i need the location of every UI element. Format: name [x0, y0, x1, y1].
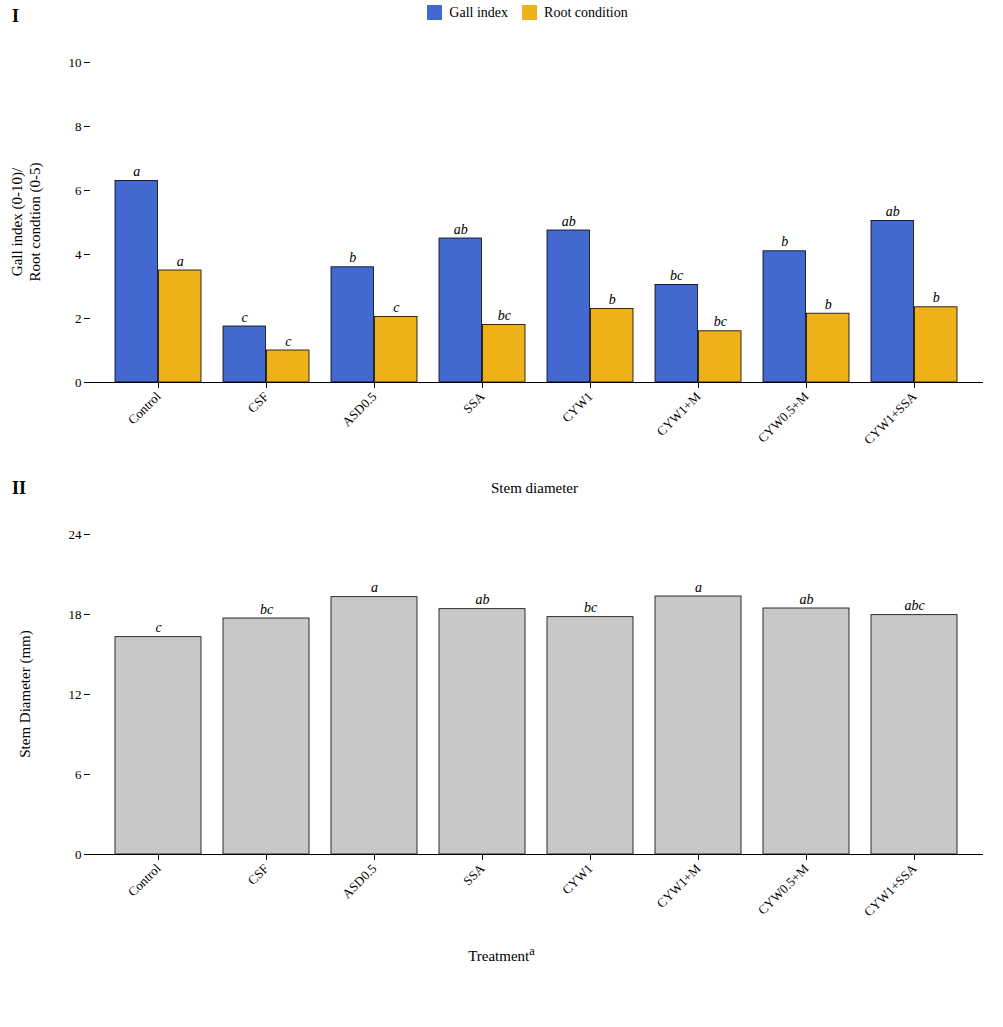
html-text:Stem diameter: Stem diameter [491, 479, 578, 496]
svg-text:CYW1: CYW1 [559, 389, 596, 426]
html-text:Gall index: Gall index [449, 4, 508, 20]
html-text:I: I [12, 5, 19, 26]
svg-text:Control: Control [125, 389, 164, 428]
svg-text:ab: ab [476, 592, 490, 607]
svg-text:CYW1+SSA: CYW1+SSA [861, 388, 920, 447]
svg-text:4: 4 [75, 247, 82, 262]
svg-text:2: 2 [75, 311, 82, 326]
svg-text:SSA: SSA [460, 860, 488, 888]
svg-text:10: 10 [69, 55, 82, 70]
svg-text:ab: ab [454, 222, 468, 237]
html-text:Treatmenta: Treatmenta [468, 944, 535, 964]
svg-text:b: b [825, 297, 832, 312]
svg-text:CYW0.5+M: CYW0.5+M [755, 388, 812, 445]
svg-text:a: a [371, 580, 378, 595]
svg-text:ab: ab [562, 214, 576, 229]
svg-text:Stem Diameter (mm): Stem Diameter (mm) [17, 630, 34, 757]
svg-text:18: 18 [69, 607, 82, 622]
svg-text:ab: ab [886, 204, 900, 219]
svg-text:6: 6 [75, 767, 82, 782]
svg-text:a: a [133, 164, 140, 179]
svg-text:CYW0.5+M: CYW0.5+M [755, 860, 812, 917]
svg-text:bc: bc [714, 314, 728, 329]
svg-text:CYW1+SSA: CYW1+SSA [861, 860, 920, 919]
svg-text:bc: bc [584, 600, 598, 615]
svg-text:bc: bc [498, 308, 512, 323]
svg-text:c: c [285, 334, 292, 349]
svg-text:SSA: SSA [460, 388, 488, 416]
svg-text:bc: bc [260, 602, 274, 617]
svg-text:c: c [393, 300, 400, 315]
svg-text:ab: ab [800, 592, 814, 607]
html-text:Root condition: Root condition [544, 4, 628, 20]
svg-text:6: 6 [75, 183, 82, 198]
svg-text:c: c [242, 310, 249, 325]
svg-text:b: b [609, 292, 616, 307]
svg-text:Gall index (0-10)/Root condtio: Gall index (0-10)/Root condtion (0-5) [9, 162, 44, 281]
svg-text:a: a [695, 580, 702, 595]
svg-text:CSF: CSF [245, 861, 272, 888]
svg-text:Control: Control [125, 861, 164, 900]
svg-text:0: 0 [75, 375, 82, 390]
svg-text:24: 24 [69, 527, 83, 542]
svg-text:ASD0.5: ASD0.5 [339, 389, 379, 429]
svg-text:b: b [781, 234, 788, 249]
svg-text:CYW1: CYW1 [559, 861, 596, 898]
html-text:II: II [12, 477, 26, 498]
svg-text:8: 8 [75, 119, 82, 134]
svg-text:CYW1+M: CYW1+M [654, 388, 704, 438]
svg-text:CSF: CSF [245, 389, 272, 416]
svg-text:bc: bc [670, 268, 684, 283]
svg-text:a: a [177, 254, 184, 269]
svg-text:b: b [349, 250, 356, 265]
svg-text:abc: abc [904, 598, 925, 613]
svg-text:ASD0.5: ASD0.5 [339, 861, 379, 901]
svg-text:0: 0 [75, 847, 82, 862]
svg-text:12: 12 [69, 687, 82, 702]
svg-text:CYW1+M: CYW1+M [654, 860, 704, 910]
svg-text:b: b [933, 290, 940, 305]
svg-text:c: c [155, 620, 162, 635]
